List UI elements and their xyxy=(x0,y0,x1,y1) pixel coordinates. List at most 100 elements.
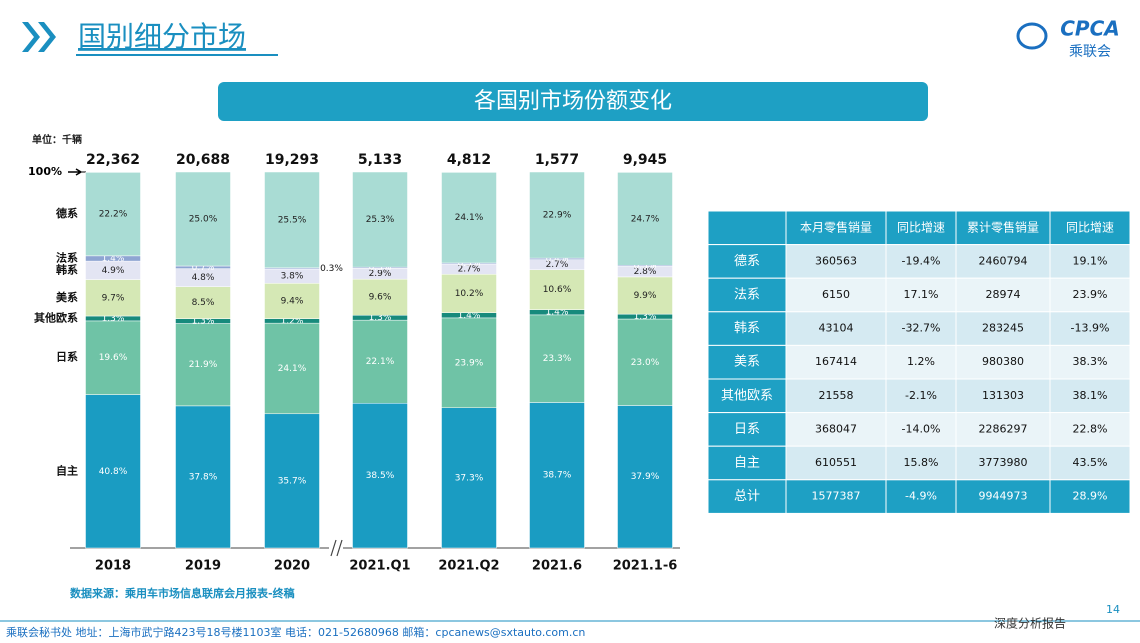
table-cell xyxy=(785,344,887,380)
data-label: 2.7% xyxy=(458,265,481,275)
banner-text: 各国别市场份额变化 xyxy=(474,89,672,114)
data-label: 1.3% xyxy=(192,317,215,327)
bar-segment xyxy=(617,318,673,406)
tick-arrow xyxy=(68,168,83,176)
series-label: 韩系 xyxy=(56,262,78,276)
x-tick-label: 2019 xyxy=(185,559,221,574)
table-cell xyxy=(955,344,1051,380)
bar-segment xyxy=(441,274,497,313)
total-label: 4,812 xyxy=(447,152,491,168)
data-label: 0.3% xyxy=(369,263,392,273)
footer-address: 乘联会秘书处 地址：上海市武宁路423号18号楼1103室 电话：021-526… xyxy=(6,625,585,639)
data-label: 4.9% xyxy=(102,266,125,276)
data-label: 38.5% xyxy=(366,471,395,481)
bar-segment xyxy=(264,413,320,549)
series-label: 日系 xyxy=(56,350,78,364)
data-label: 10.2% xyxy=(455,289,484,299)
bar-segment xyxy=(175,171,231,267)
cell-text: 38.1% xyxy=(1073,389,1108,402)
cell-text: 法系 xyxy=(734,288,760,303)
cell-text: 368047 xyxy=(815,422,857,435)
cell-text: 15.8% xyxy=(904,456,939,469)
header-text: 同比增速 xyxy=(897,220,945,234)
table-cell xyxy=(707,344,787,380)
data-label: 2.7% xyxy=(546,260,569,270)
table-cell xyxy=(955,311,1051,346)
x-tick-label: 2021.Q1 xyxy=(349,559,410,574)
cell-text: 6150 xyxy=(822,288,850,301)
data-label: 9.9% xyxy=(634,291,657,301)
cell-text: 美系 xyxy=(734,355,760,370)
table-cell xyxy=(955,378,1051,414)
data-label: 9.6% xyxy=(369,293,392,303)
bar-segment xyxy=(529,314,585,403)
cell-text: 9944973 xyxy=(979,490,1028,503)
header-text: 本月零售销量 xyxy=(800,219,872,234)
data-label: 23.9% xyxy=(455,358,484,368)
banner xyxy=(218,82,928,121)
data-label: 1.3% xyxy=(634,312,657,322)
data-label: 25.5% xyxy=(278,215,307,225)
x-tick-label: 2018 xyxy=(95,559,131,574)
table-cell xyxy=(785,378,887,414)
report-label: 深度分析报告 xyxy=(994,616,1066,631)
cell-text: 韩系 xyxy=(734,321,760,336)
cell-text: -32.7% xyxy=(902,322,941,335)
bar-segment xyxy=(617,172,673,266)
cell-text: 610551 xyxy=(815,456,857,469)
header-text: 同比增速 xyxy=(1066,220,1114,234)
table-cell xyxy=(885,479,957,514)
cell-text: -13.9% xyxy=(1071,322,1110,335)
cell-text: 131303 xyxy=(982,389,1024,402)
total-label: 1,577 xyxy=(535,152,579,168)
table-corner xyxy=(707,210,787,246)
table-cell xyxy=(885,311,957,346)
page-number: 14 xyxy=(1106,603,1120,616)
cell-text: 22.8% xyxy=(1073,422,1108,435)
bar-segment xyxy=(441,407,497,549)
table-cell xyxy=(1049,311,1131,346)
table-cell xyxy=(885,277,957,313)
bar-segment xyxy=(529,269,585,310)
x-tick-label: 2021.1-6 xyxy=(613,559,678,574)
bar-segment xyxy=(85,279,141,317)
logo-text: CPCA xyxy=(1060,17,1120,41)
cell-text: 21558 xyxy=(819,389,854,402)
total-label: 5,133 xyxy=(358,152,402,168)
cell-text: 3773980 xyxy=(979,456,1028,469)
table-cell xyxy=(955,277,1051,313)
data-label: 40.8% xyxy=(99,467,128,477)
bar-segment xyxy=(264,322,320,415)
total-label: 9,945 xyxy=(623,152,667,168)
cell-text: 980380 xyxy=(982,355,1024,368)
data-label: 22.2% xyxy=(99,210,128,220)
total-label: 19,293 xyxy=(265,152,319,168)
source-note: 数据来源：乘用车市场信息联席会月报表-终稿 xyxy=(70,586,295,600)
cell-text: -4.9% xyxy=(905,490,937,503)
data-label: 9.7% xyxy=(102,293,125,303)
header-cell xyxy=(785,210,887,246)
cell-text: 2460794 xyxy=(979,254,1028,267)
cell-text: 日系 xyxy=(734,422,760,437)
table-cell xyxy=(955,479,1051,514)
cell-text: 283245 xyxy=(982,322,1024,335)
data-label: 23.3% xyxy=(543,354,572,364)
cell-text: 1577387 xyxy=(812,490,861,503)
cell-text: -19.4% xyxy=(902,254,941,267)
bar-segment xyxy=(175,286,231,319)
data-label: 1.4% xyxy=(102,254,125,264)
data-label: 1.4% xyxy=(546,308,569,318)
data-label: 21.9% xyxy=(189,360,218,370)
data-label: 38.7% xyxy=(543,471,572,481)
cell-text: 2286297 xyxy=(979,422,1028,435)
table-cell xyxy=(1049,479,1131,514)
data-label: 23.0% xyxy=(631,358,660,368)
table-cell xyxy=(955,244,1051,279)
data-label: 25.3% xyxy=(366,215,395,225)
series-label: 美系 xyxy=(56,290,78,304)
data-label: 0.7% xyxy=(192,263,215,273)
data-label: 2.8% xyxy=(634,267,657,277)
table-cell xyxy=(707,277,787,313)
cell-text: 总计 xyxy=(734,489,760,504)
